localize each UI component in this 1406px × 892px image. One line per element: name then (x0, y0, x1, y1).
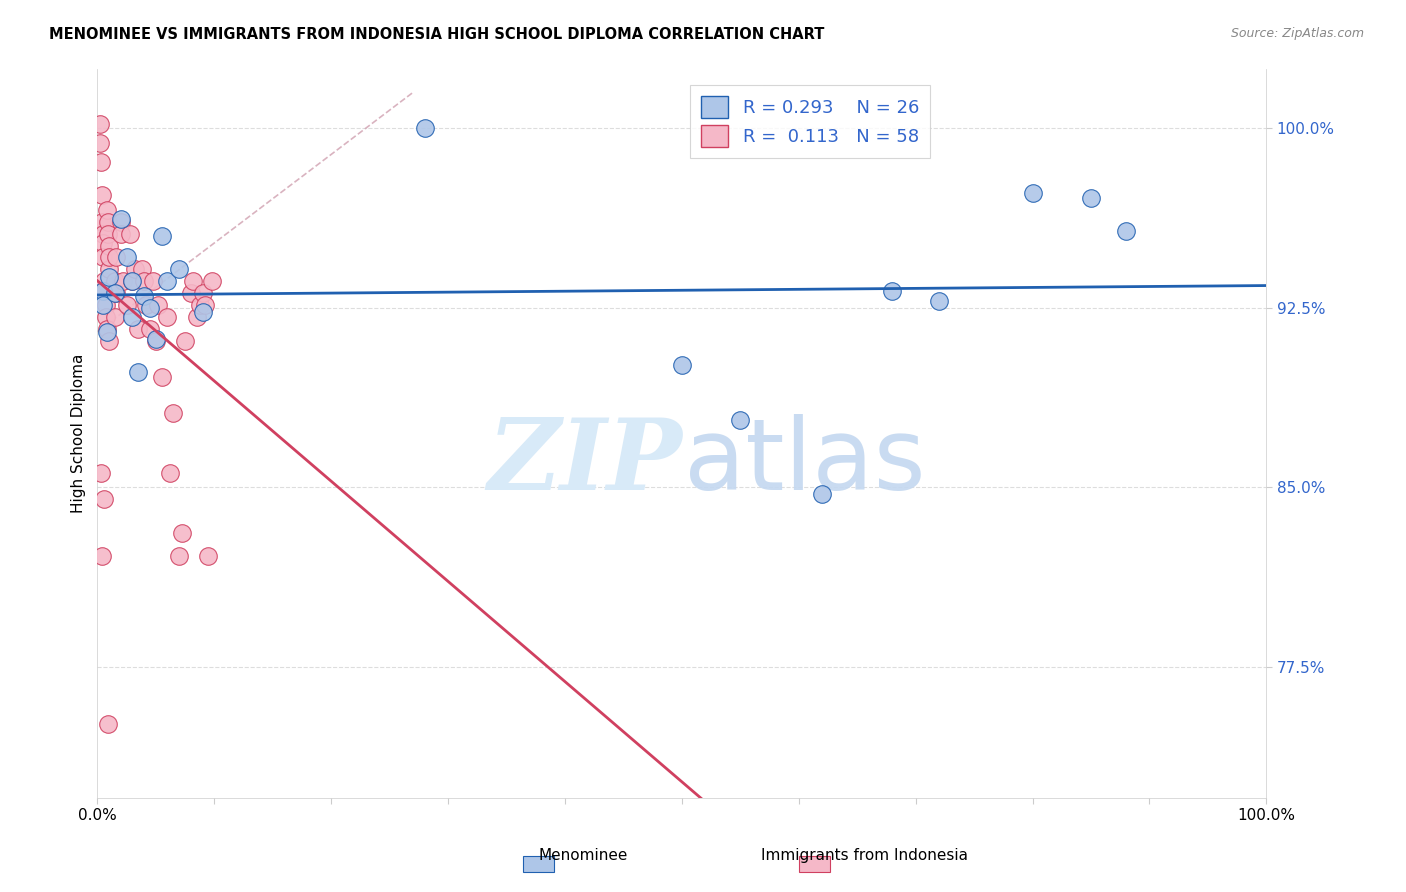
Point (90, 154, 112, 169)
Text: atlas: atlas (685, 414, 925, 511)
Point (110, 214, 132, 228)
Point (132, 289, 155, 303)
Legend: R = 0.293    N = 26, R =  0.113   N = 58: R = 0.293 N = 26, R = 0.113 N = 58 (690, 85, 929, 158)
Point (97, 214, 120, 228)
Point (121, 274, 143, 288)
Point (928, 293, 950, 308)
Point (104, 310, 127, 325)
Point (131, 262, 153, 277)
Point (91, 227, 114, 241)
Point (413, 121, 436, 136)
Point (170, 525, 193, 540)
Point (121, 310, 143, 325)
Point (93, 284, 115, 298)
Point (882, 284, 904, 298)
Point (91, 549, 114, 564)
Point (93, 274, 115, 288)
Point (127, 322, 149, 336)
Point (105, 286, 128, 301)
Point (139, 301, 162, 315)
Point (159, 466, 181, 480)
Point (97, 227, 120, 241)
Point (96, 322, 118, 336)
Point (191, 286, 214, 301)
Point (132, 274, 155, 288)
Point (139, 322, 162, 336)
Point (89, 136, 111, 150)
Point (115, 251, 138, 265)
Point (110, 227, 132, 241)
Point (124, 262, 146, 277)
Point (105, 251, 128, 265)
Point (156, 310, 179, 325)
Point (98, 238, 121, 252)
Text: MENOMINEE VS IMMIGRANTS FROM INDONESIA HIGH SCHOOL DIPLOMA CORRELATION CHART: MENOMINEE VS IMMIGRANTS FROM INDONESIA H… (49, 27, 824, 42)
Point (121, 274, 143, 288)
Point (98, 251, 121, 265)
Point (730, 413, 752, 427)
Point (188, 298, 211, 312)
Point (1115, 224, 1137, 238)
Point (120, 227, 142, 241)
Point (97, 717, 120, 731)
Point (145, 334, 167, 349)
Text: Source: ZipAtlas.com: Source: ZipAtlas.com (1230, 27, 1364, 40)
Point (145, 332, 167, 346)
Point (112, 274, 135, 288)
Point (671, 358, 693, 372)
Point (156, 274, 179, 288)
Point (91, 236, 114, 251)
Point (91, 298, 114, 312)
Point (90, 466, 112, 480)
Point (186, 310, 208, 325)
Point (811, 487, 834, 501)
Point (174, 334, 197, 349)
Point (96, 202, 118, 217)
Point (94, 310, 117, 325)
Point (104, 274, 127, 288)
Point (98, 334, 121, 349)
Point (98, 269, 121, 284)
Point (146, 298, 169, 312)
Point (94, 298, 117, 312)
Point (127, 365, 149, 379)
Point (142, 274, 165, 288)
Point (181, 274, 204, 288)
Point (167, 262, 190, 277)
Point (104, 286, 127, 301)
Point (1021, 186, 1043, 200)
Point (194, 298, 217, 312)
Point (191, 305, 214, 319)
Point (115, 298, 138, 312)
Point (110, 212, 132, 227)
Point (93, 491, 115, 506)
Point (162, 406, 184, 420)
Point (150, 370, 173, 384)
Point (98, 262, 121, 277)
Text: Immigrants from Indonesia: Immigrants from Indonesia (761, 848, 969, 863)
Point (91, 284, 114, 298)
Point (91, 188, 114, 202)
Y-axis label: High School Diploma: High School Diploma (72, 353, 86, 513)
Text: Menominee: Menominee (538, 848, 628, 863)
Point (135, 298, 157, 312)
Text: ZIP: ZIP (486, 414, 682, 511)
Point (91, 251, 114, 265)
Point (197, 549, 219, 564)
Point (1080, 191, 1102, 205)
Point (91, 214, 114, 228)
Point (96, 325, 118, 339)
Point (150, 229, 173, 244)
Point (180, 286, 202, 301)
Point (89, 116, 111, 130)
Point (201, 274, 224, 288)
Point (167, 549, 190, 564)
